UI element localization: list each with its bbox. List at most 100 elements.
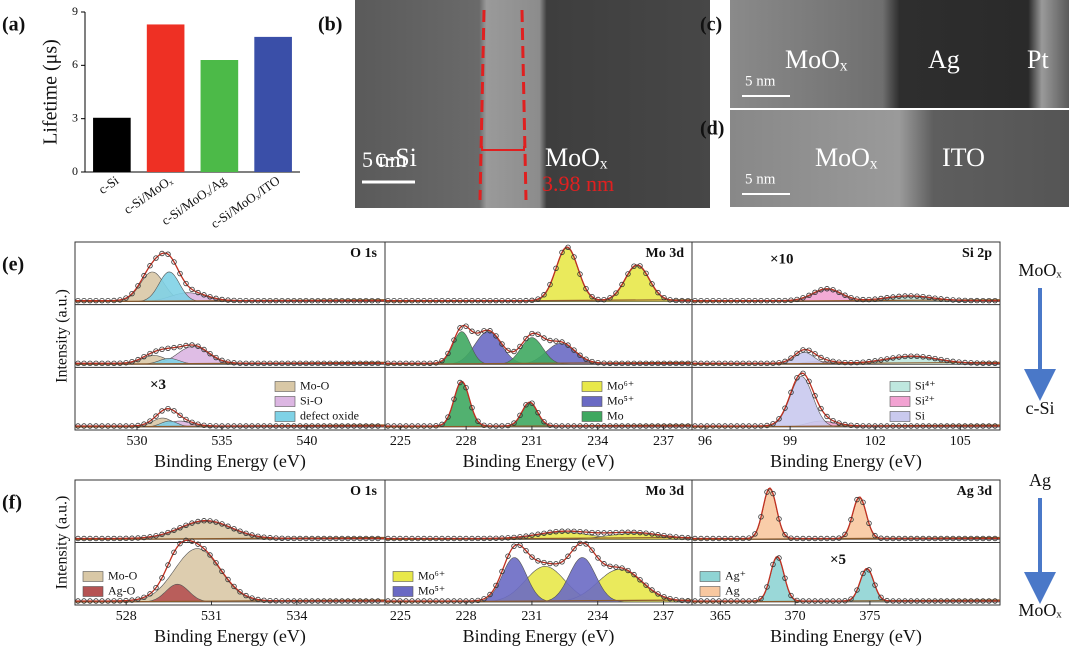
thickness-label: 3.98 nm xyxy=(542,171,614,196)
x-axis-label: Binding Energy (eV) xyxy=(154,451,306,472)
legend-swatch xyxy=(275,397,295,407)
legend-label: Ag⁺ xyxy=(725,568,746,582)
y-axis-label: Intensity (a.u.) xyxy=(54,289,71,383)
legend-swatch xyxy=(393,572,413,582)
x-tick-label: 225 xyxy=(390,609,411,624)
xps-panel: 225228231234237Binding Energy (eV)Mo 3dM… xyxy=(385,480,692,647)
scale-label: 5 nm xyxy=(745,73,776,89)
arrow-label: Ag xyxy=(1029,470,1051,490)
arrow-label: MoOₓ xyxy=(1018,260,1062,280)
legend-label: Si-O xyxy=(300,393,323,407)
tem-image xyxy=(355,0,710,208)
legend-label: Ag xyxy=(725,583,740,597)
x-tick-label: 530 xyxy=(127,434,148,449)
y-axis-label: Lifetime (μs) xyxy=(40,39,62,145)
panel-title: Ag 3d xyxy=(957,484,993,499)
legend-swatch xyxy=(700,587,720,597)
x-tick-label: 375 xyxy=(859,609,880,624)
x-tick-label: 225 xyxy=(390,434,411,449)
legend-label: Mo-O xyxy=(300,378,330,392)
fit-envelope xyxy=(692,373,1000,426)
plot-frame xyxy=(692,242,1000,430)
bar xyxy=(201,60,239,172)
legend-swatch xyxy=(83,572,103,582)
xps-panel: 530 535 540 Binding Energy (eV) O 1s Intensit… xyxy=(2,242,385,472)
x-axis-label: Binding Energy (eV) xyxy=(463,451,615,472)
legend-swatch xyxy=(582,412,602,422)
y-tick-label: 3 xyxy=(72,110,78,124)
panel-title: O 1s xyxy=(350,246,377,261)
plot-frame xyxy=(385,242,692,430)
xps-panel: 9699102105Binding Energy (eV)Si 2p×10Si⁴… xyxy=(692,242,1000,472)
legend-label: Mo⁵⁺ xyxy=(418,583,445,597)
x-tick-label: 531 xyxy=(201,609,222,624)
x-tick-label: 534 xyxy=(286,609,307,624)
x-tick-label: 365 xyxy=(710,609,731,624)
legend-label: Si xyxy=(915,408,926,422)
bar xyxy=(93,118,131,172)
x-tick-label: 96 xyxy=(698,434,712,449)
fit-envelope xyxy=(692,488,1000,538)
tem-image xyxy=(730,0,1069,108)
legend-swatch xyxy=(83,587,103,597)
bar xyxy=(254,37,292,172)
peak-component xyxy=(75,272,385,302)
legend-label: Ag-O xyxy=(108,583,136,597)
panel-title: O 1s xyxy=(350,484,377,499)
peak-component xyxy=(385,338,692,365)
legend-swatch xyxy=(700,572,720,582)
x-axis-label: Binding Energy (eV) xyxy=(154,626,306,647)
image-label: Ag xyxy=(928,45,960,74)
panel-label: (d) xyxy=(700,118,724,140)
xps-panel: 528 531 534 Binding Energy (eV) O 1s Intensit… xyxy=(2,480,385,647)
panel-label: (f) xyxy=(2,492,22,514)
y-axis-label: Intensity (a.u.) xyxy=(54,496,71,590)
plot-frame xyxy=(75,242,385,430)
x-tick-label: 105 xyxy=(950,434,971,449)
annotation: ×3 xyxy=(150,377,166,393)
peak-component xyxy=(692,376,1000,427)
x-tick-label: 231 xyxy=(521,434,542,449)
legend-swatch xyxy=(890,412,910,422)
arrow-label: MoOₓ xyxy=(1018,600,1062,620)
panel-title: Mo 3d xyxy=(646,246,685,261)
image-label: Pt xyxy=(1027,45,1049,74)
image-label: MoOₓ xyxy=(785,45,848,74)
legend-swatch xyxy=(275,382,295,392)
peak-component xyxy=(75,272,385,302)
panel-title: Mo 3d xyxy=(646,484,685,499)
annotation: ×10 xyxy=(770,251,794,267)
arrow-label: c-Si xyxy=(1026,398,1055,418)
x-axis-label: Binding Energy (eV) xyxy=(463,626,615,647)
x-tick-label: 102 xyxy=(865,434,886,449)
legend-label: Mo-O xyxy=(108,568,138,582)
legend-swatch xyxy=(890,397,910,407)
panel-label: (c) xyxy=(700,14,722,36)
legend-swatch xyxy=(890,382,910,392)
panel-label: (e) xyxy=(2,254,24,276)
legend-label: Si⁴⁺ xyxy=(915,378,936,392)
x-tick-label: 99 xyxy=(783,434,797,449)
legend-label: defect oxide xyxy=(300,408,359,422)
legend-label: Mo xyxy=(607,408,624,422)
x-tick-label: 528 xyxy=(116,609,137,624)
x-axis-label: Binding Energy (eV) xyxy=(770,626,922,647)
x-tick-label: 237 xyxy=(653,609,674,624)
legend-label: Mo⁶⁺ xyxy=(607,378,634,392)
x-tick-label: 234 xyxy=(587,609,608,624)
legend-swatch xyxy=(582,382,602,392)
y-tick-label: 0 xyxy=(72,164,78,178)
legend-swatch xyxy=(582,397,602,407)
panel-label: (b) xyxy=(318,14,342,36)
legend-label: Mo⁶⁺ xyxy=(418,568,445,582)
bar xyxy=(147,24,185,172)
y-tick-label: 6 xyxy=(72,57,78,71)
x-tick-label: 540 xyxy=(296,434,317,449)
y-tick-label: 9 xyxy=(72,4,78,18)
x-tick-label: 228 xyxy=(456,609,477,624)
scale-label: 5 nm xyxy=(362,147,407,172)
legend-swatch xyxy=(393,587,413,597)
image-label: ITO xyxy=(942,143,985,172)
xps-panel: 365370375Binding Energy (eV)Ag 3d×5Ag⁺Ag xyxy=(692,480,1000,647)
x-tick-label: 535 xyxy=(211,434,232,449)
